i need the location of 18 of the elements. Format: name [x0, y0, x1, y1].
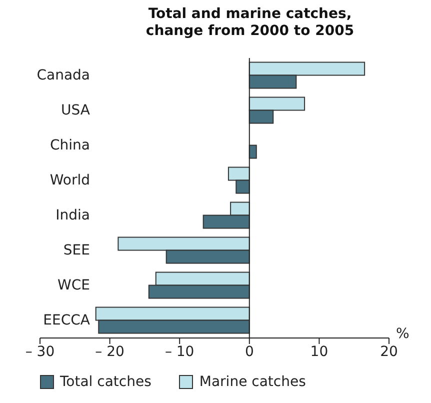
x-tick-label: – 10	[164, 344, 194, 360]
legend-label: Total catches	[59, 374, 152, 390]
y-tick-label: World	[50, 172, 90, 188]
x-tick-label: – 20	[95, 344, 124, 360]
x-axis-title: %	[396, 326, 410, 342]
y-tick-label: SEE	[63, 242, 90, 258]
y-tick-label: China	[50, 138, 90, 154]
y-tick-label: WCE	[58, 278, 90, 294]
x-tick-label: 10	[310, 344, 328, 360]
x-tick-label: 0	[244, 344, 254, 360]
legend-label: Marine catches	[198, 374, 306, 390]
x-tick-label: – 30	[25, 344, 55, 360]
y-tick-label: India	[56, 208, 90, 224]
chart-title: Total and marine catches, change from 2000 to 2005	[144, 6, 356, 40]
y-tick-label: EECCA	[43, 312, 90, 328]
x-tick-label: 20	[380, 344, 398, 360]
y-tick-label: USA	[61, 102, 90, 118]
y-tick-label: Canada	[36, 68, 90, 84]
